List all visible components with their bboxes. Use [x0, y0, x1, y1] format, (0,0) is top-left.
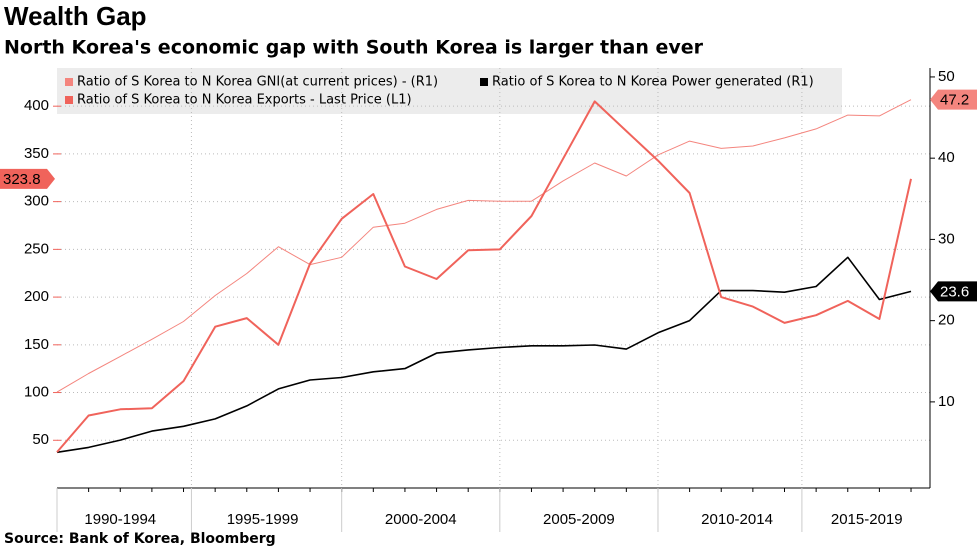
- source: Source: Bank of Korea, Bloomberg: [4, 531, 276, 547]
- legend-swatch: [480, 78, 488, 86]
- y-tick-label: 350: [24, 145, 49, 162]
- last-value-label: 23.6: [940, 283, 969, 300]
- y-tick-label: 200: [24, 288, 49, 305]
- y-tick-label: 400: [24, 97, 49, 114]
- y-tick-label: 250: [24, 240, 49, 257]
- last-value-tag: [930, 281, 977, 302]
- x-tick-label: 2015-2019: [831, 511, 903, 528]
- legend-label: Ratio of S Korea to N Korea GNI(at curre…: [77, 75, 438, 90]
- x-tick-label: 2005-2009: [543, 511, 615, 528]
- y2-tick-label: 20: [938, 312, 955, 329]
- x-tick-label: 2010-2014: [701, 511, 773, 528]
- x-tick-label: 1990-1994: [84, 511, 156, 528]
- legend-label: Ratio of S Korea to N Korea Exports - La…: [77, 93, 412, 108]
- series-line: [56, 256, 912, 454]
- y-tick-label: 100: [24, 384, 49, 401]
- series-line: [56, 100, 912, 453]
- last-value-label: 47.2: [940, 92, 969, 109]
- x-tick-label: 1995-1999: [227, 511, 299, 528]
- last-value-label: 323.8: [3, 171, 41, 188]
- y2-tick-label: 30: [938, 230, 955, 247]
- y2-tick-label: 10: [938, 393, 955, 410]
- y-tick-label: 50: [32, 431, 49, 448]
- y-tick-label: 300: [24, 193, 49, 210]
- legend-swatch: [65, 78, 73, 86]
- y2-tick-label: 50: [938, 68, 955, 85]
- last-value-tag: [0, 168, 55, 189]
- legend-label: Ratio of S Korea to N Korea Power genera…: [492, 75, 814, 90]
- y2-tick-label: 40: [938, 149, 955, 166]
- legend-swatch: [65, 96, 73, 104]
- chart-subtitle: North Korea's economic gap with South Ko…: [4, 37, 704, 59]
- x-tick-label: 2000-2004: [385, 511, 457, 528]
- y-tick-label: 150: [24, 336, 49, 353]
- chart-title: Wealth Gap: [4, 1, 147, 31]
- last-value-tag: [930, 89, 977, 110]
- series-line: [56, 99, 912, 393]
